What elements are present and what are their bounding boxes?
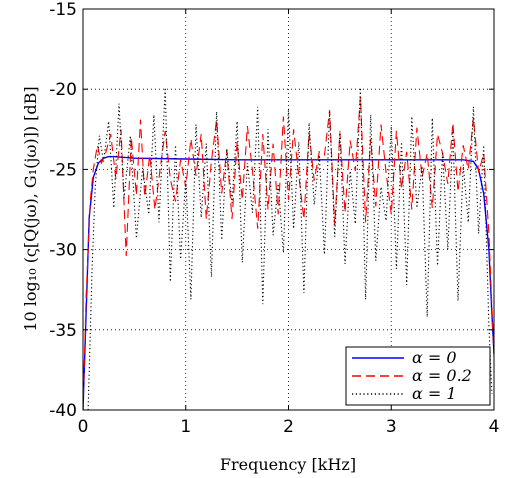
x-tick-label: 3 xyxy=(386,417,397,437)
y-tick-label: -15 xyxy=(49,0,77,20)
series-lines xyxy=(83,87,494,410)
legend-label: α = 0 xyxy=(412,348,457,367)
x-axis-label: Frequency [kHz] xyxy=(220,455,356,474)
x-tick-label: 4 xyxy=(489,417,500,437)
y-tick-label: -40 xyxy=(49,401,77,421)
y-tick-label: -35 xyxy=(49,321,77,341)
tick-marks xyxy=(82,8,495,411)
y-tick-label: -25 xyxy=(49,160,77,180)
x-tick-label: 0 xyxy=(78,417,89,437)
legend: α = 0α = 0.2α = 1 xyxy=(345,346,491,406)
series-line-1 xyxy=(83,97,494,410)
y-tick-label: -30 xyxy=(49,241,77,261)
x-tick-label: 2 xyxy=(283,417,294,437)
legend-box xyxy=(345,346,491,406)
legend-label: α = 1 xyxy=(412,384,457,403)
y-tick-label: -20 xyxy=(49,80,77,100)
legend-label: α = 0.2 xyxy=(412,366,472,385)
x-tick-label: 1 xyxy=(180,417,191,437)
y-axis-label: 10 log₁₀ (ς[Q(jω), G₁(jω)]) [dB] xyxy=(21,86,40,331)
tick-labels: 0 1 2 3 4 -40 -35 -30 -25 -20 -15 xyxy=(49,0,499,437)
